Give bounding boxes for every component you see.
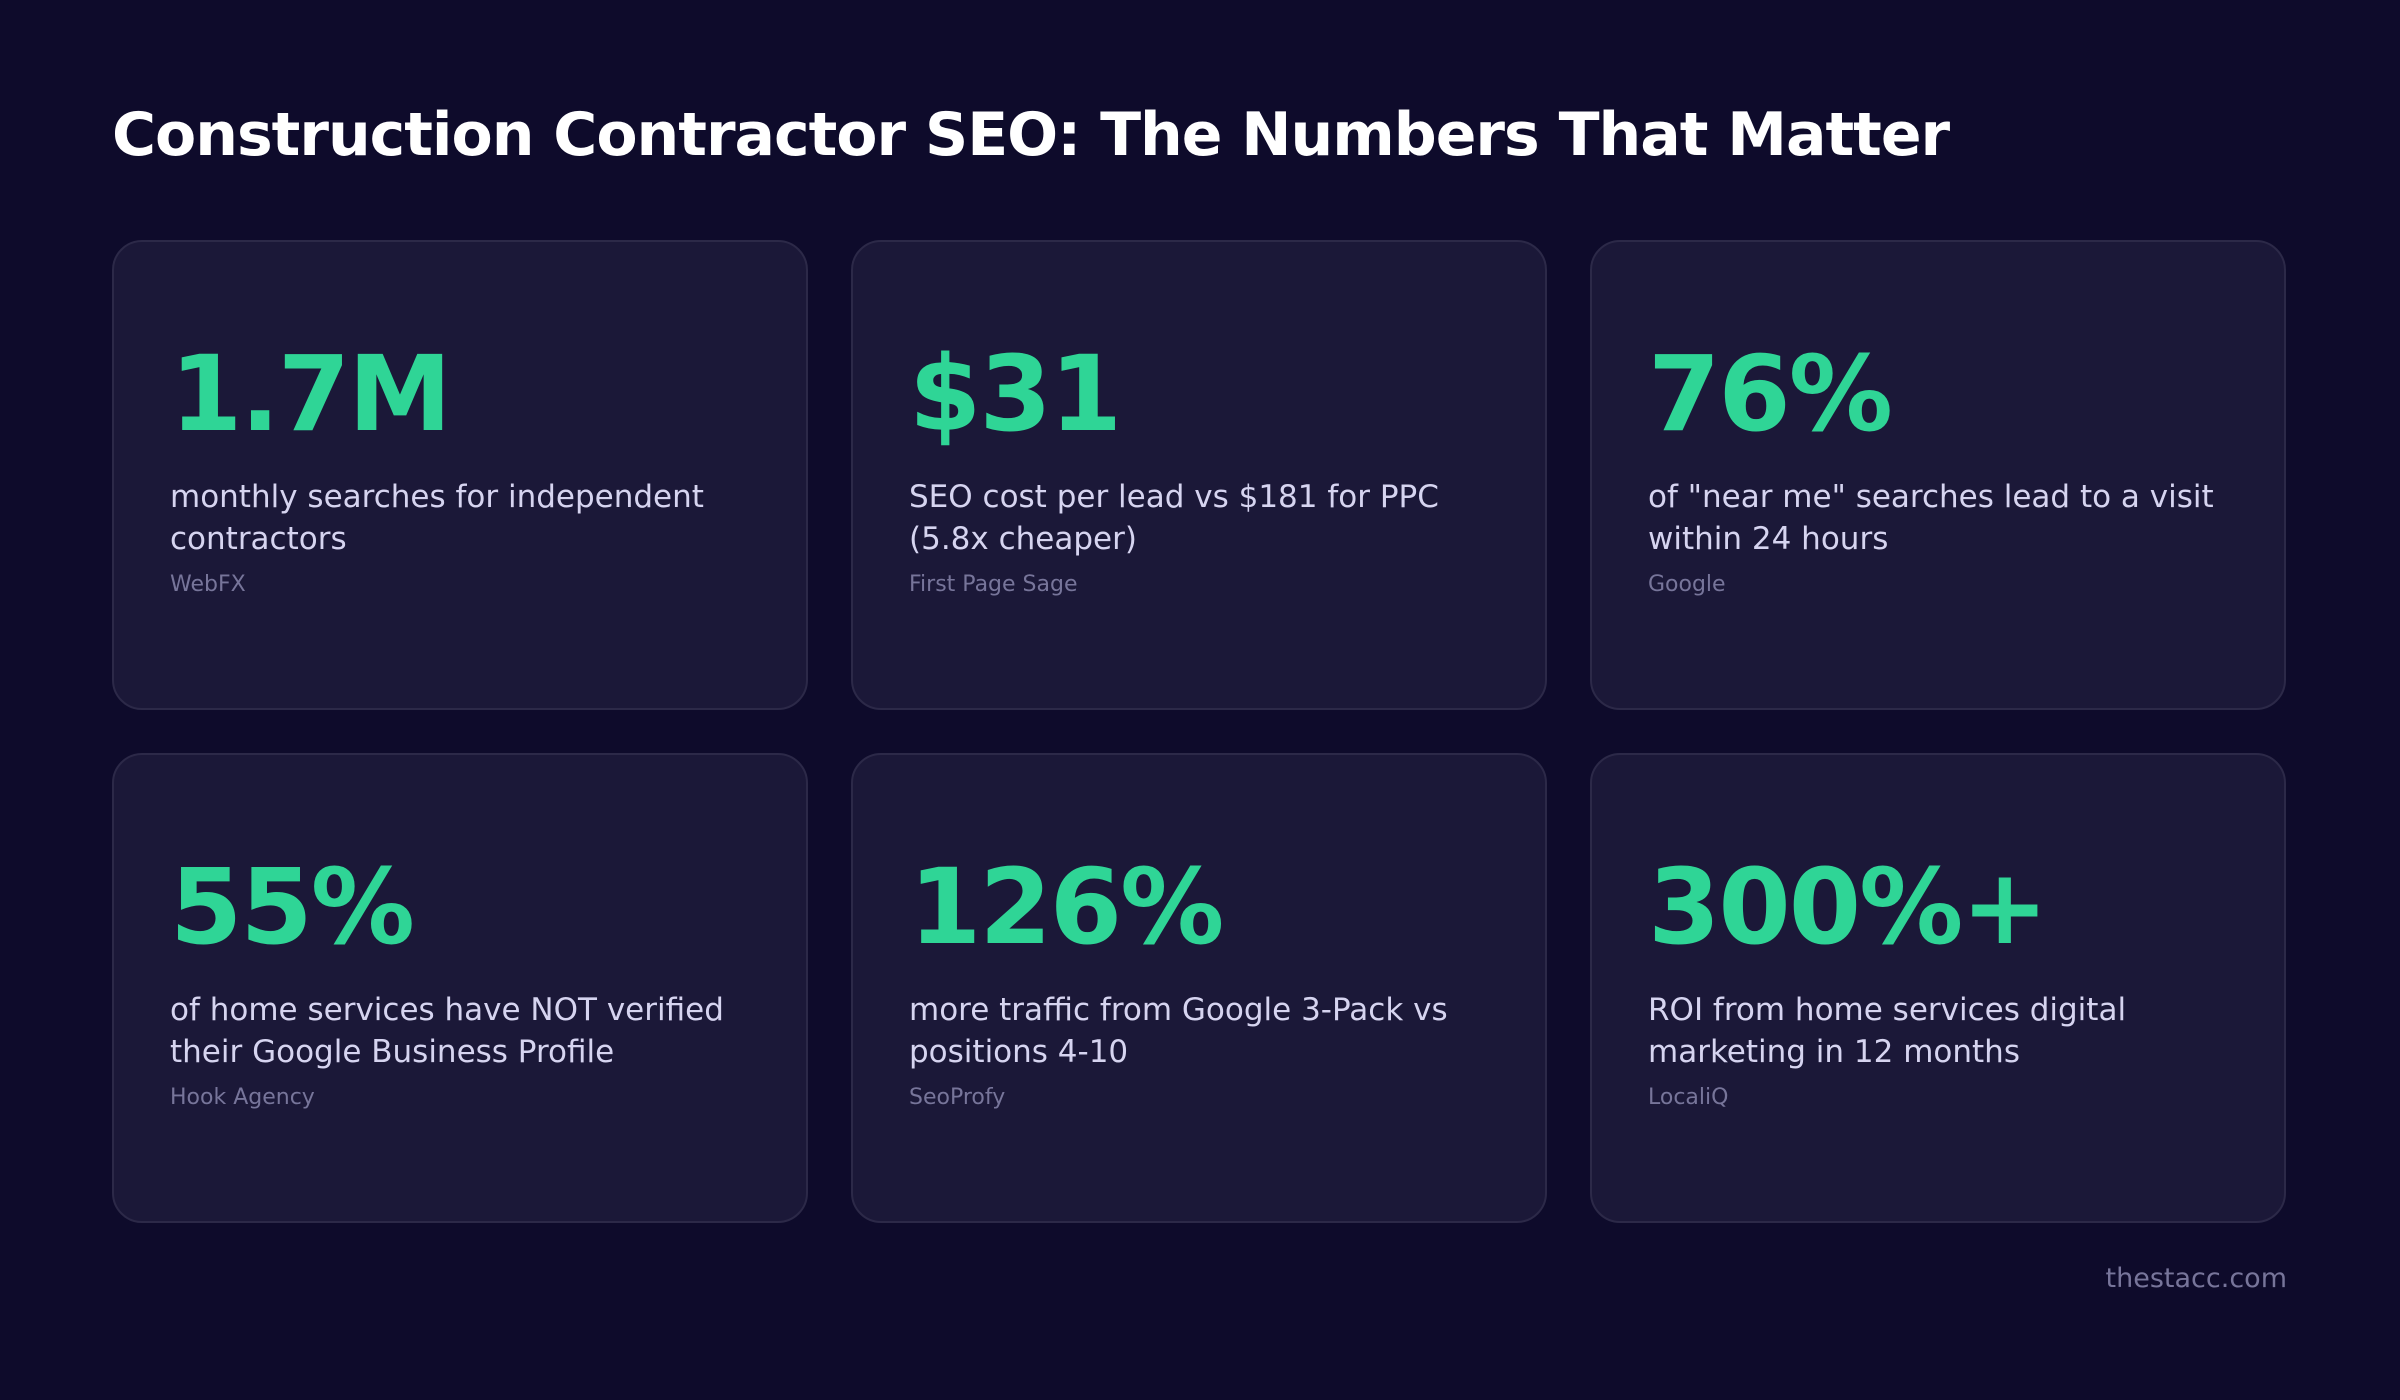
stat-card: 55% of home services have NOT verified th… (112, 753, 808, 1223)
stat-description: ROI from home services digital marketing… (1648, 992, 2127, 1070)
stat-source: Hook Agency (170, 1085, 315, 1110)
stat-description: of "near me" searches lead to a visit wi… (1648, 479, 2214, 557)
stat-description: monthly searches for independent contrac… (170, 479, 704, 557)
stat-description: of home services have NOT verified their… (170, 992, 724, 1070)
stat-source: First Page Sage (909, 572, 1078, 597)
stat-value: 76% (1648, 333, 1893, 455)
stat-card: 126% more traffic from Google 3-Pack vs p… (851, 753, 1547, 1223)
stat-value: 55% (170, 846, 415, 968)
stat-source: SeoProfy (909, 1085, 1006, 1110)
stat-source: Google (1648, 572, 1726, 597)
stat-value: 300%+ (1648, 846, 2048, 968)
stat-source: LocaliQ (1648, 1085, 1729, 1110)
stat-card: 76% of "near me" searches lead to a visit… (1590, 240, 2286, 710)
stat-card: 1.7M monthly searches for independent con… (112, 240, 808, 710)
stat-value: 126% (909, 846, 1224, 968)
stat-description: SEO cost per lead vs $181 for PPC (5.8x … (909, 479, 1439, 557)
stat-card: 300%+ ROI from home services digital mark… (1590, 753, 2286, 1223)
card-grid: 1.7M monthly searches for independent con… (112, 240, 2287, 1223)
stat-value: $31 (909, 333, 1122, 455)
page-title: Construction Contractor SEO: The Numbers… (112, 100, 1950, 170)
stat-source: WebFX (170, 572, 246, 597)
stat-card: $31 SEO cost per lead vs $181 for PPC (5.… (851, 240, 1547, 710)
stat-value: 1.7M (170, 333, 452, 455)
stat-description: more traffic from Google 3-Pack vs posit… (909, 992, 1448, 1070)
footer-text: thestacc.com (2105, 1263, 2287, 1294)
